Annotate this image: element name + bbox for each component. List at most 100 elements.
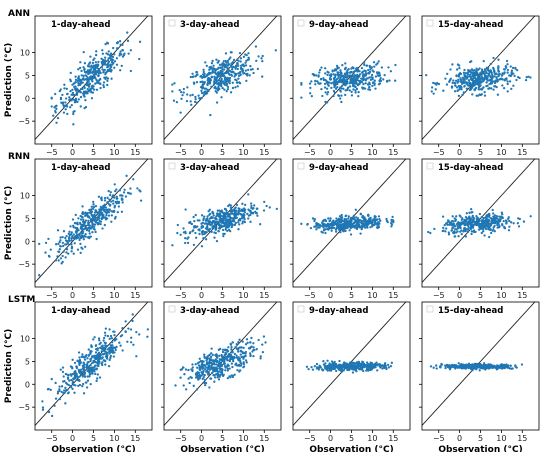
data-point — [455, 215, 458, 218]
data-point — [59, 245, 62, 248]
data-point — [200, 374, 203, 377]
data-point — [83, 363, 86, 366]
data-point — [371, 220, 374, 223]
data-point — [221, 86, 224, 90]
scatter-points — [305, 359, 393, 374]
legend-marker — [426, 305, 434, 313]
data-point — [91, 70, 94, 73]
data-point — [494, 220, 497, 224]
data-point — [98, 355, 102, 359]
data-point — [202, 376, 205, 379]
data-point — [459, 224, 462, 227]
data-point — [236, 358, 240, 361]
data-point — [242, 55, 246, 59]
x-axis-label: Observation (°C) — [51, 445, 135, 452]
data-point — [200, 363, 203, 366]
data-point — [224, 351, 227, 354]
data-point — [326, 367, 330, 370]
data-point — [390, 219, 393, 222]
data-point — [64, 108, 67, 111]
data-point — [479, 88, 482, 91]
data-point — [102, 353, 105, 356]
data-point — [216, 82, 219, 85]
data-point — [101, 58, 105, 62]
x-tick-label: 10 — [238, 434, 248, 443]
data-point — [221, 68, 224, 71]
data-point — [236, 67, 239, 71]
data-point — [73, 391, 76, 394]
data-point — [453, 235, 456, 238]
data-point — [94, 66, 97, 70]
data-point — [102, 336, 106, 340]
data-point — [451, 215, 454, 218]
data-point — [220, 74, 223, 77]
data-point — [323, 82, 327, 86]
data-point — [129, 69, 133, 73]
data-point — [334, 69, 338, 72]
data-point — [455, 223, 458, 226]
x-tick-label: −5 — [433, 148, 445, 157]
data-point — [127, 327, 130, 330]
data-point — [241, 202, 244, 205]
data-point — [494, 85, 497, 88]
data-point — [106, 83, 109, 87]
data-point — [340, 87, 343, 90]
data-point — [335, 64, 339, 68]
data-point — [223, 65, 227, 69]
data-point — [66, 388, 69, 392]
panel-rnn-4: 15-day-ahead−5 0 5 10 15 — [419, 158, 540, 300]
data-point — [369, 68, 372, 71]
data-point — [114, 190, 117, 193]
data-point — [427, 230, 430, 234]
data-point — [204, 87, 208, 90]
data-point — [369, 219, 372, 223]
data-point — [222, 219, 225, 223]
data-point — [202, 74, 206, 78]
data-point — [185, 99, 189, 103]
data-point — [90, 357, 93, 360]
data-point — [230, 346, 233, 349]
data-point — [93, 370, 96, 373]
data-point — [508, 80, 512, 83]
data-point — [106, 77, 110, 80]
data-point — [112, 202, 115, 205]
data-point — [79, 218, 83, 221]
data-point — [476, 83, 479, 86]
data-point — [359, 213, 363, 216]
data-point — [343, 227, 346, 230]
data-point — [471, 93, 474, 96]
y-tick-label: −5 — [18, 260, 30, 269]
data-point — [85, 386, 89, 389]
data-point — [206, 226, 209, 229]
data-point — [219, 83, 223, 86]
data-point — [223, 75, 226, 78]
data-point — [465, 212, 468, 215]
data-point — [110, 337, 113, 340]
data-point — [217, 85, 220, 88]
data-point — [227, 354, 231, 357]
data-point — [210, 230, 213, 233]
data-point — [453, 90, 457, 93]
data-point — [56, 392, 60, 395]
data-point — [237, 221, 240, 224]
data-point — [179, 233, 182, 236]
data-point — [76, 376, 80, 379]
data-point — [173, 82, 176, 85]
data-point — [232, 65, 235, 69]
data-point — [72, 112, 75, 116]
data-point — [235, 342, 238, 346]
data-point — [184, 230, 187, 233]
x-tick-label: 0 — [328, 434, 333, 443]
data-point — [113, 60, 117, 63]
data-point — [103, 76, 106, 79]
data-point — [326, 365, 329, 368]
data-point — [467, 216, 471, 220]
data-point — [195, 388, 199, 391]
data-point — [326, 359, 329, 362]
data-point — [388, 79, 391, 82]
data-point — [217, 229, 220, 233]
data-point — [233, 356, 236, 360]
data-point — [329, 78, 332, 81]
data-point — [468, 60, 472, 64]
